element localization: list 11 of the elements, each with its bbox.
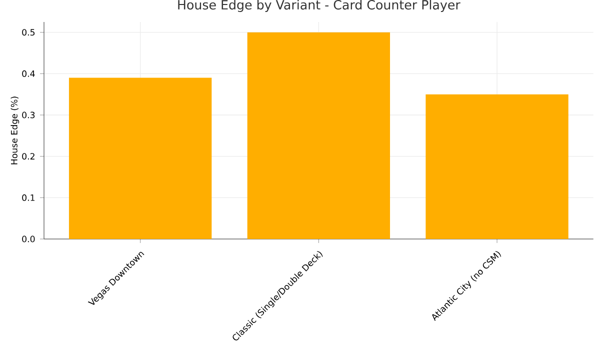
y-axis-title: House Edge (%) <box>10 96 20 164</box>
bar <box>247 32 390 239</box>
y-tick-label: 0.0 <box>22 236 35 242</box>
bar <box>426 94 568 239</box>
y-tick-label: 0.4 <box>22 70 35 77</box>
bar <box>68 78 212 239</box>
y-tick-label: 0.3 <box>22 112 35 118</box>
y-tick-label: 0.5 <box>22 29 35 36</box>
chart-title: House Edge by Variant - Card Counter Player <box>178 0 460 12</box>
y-tick-label: 0.2 <box>22 153 34 160</box>
y-tick-label: 0.1 <box>22 194 34 201</box>
